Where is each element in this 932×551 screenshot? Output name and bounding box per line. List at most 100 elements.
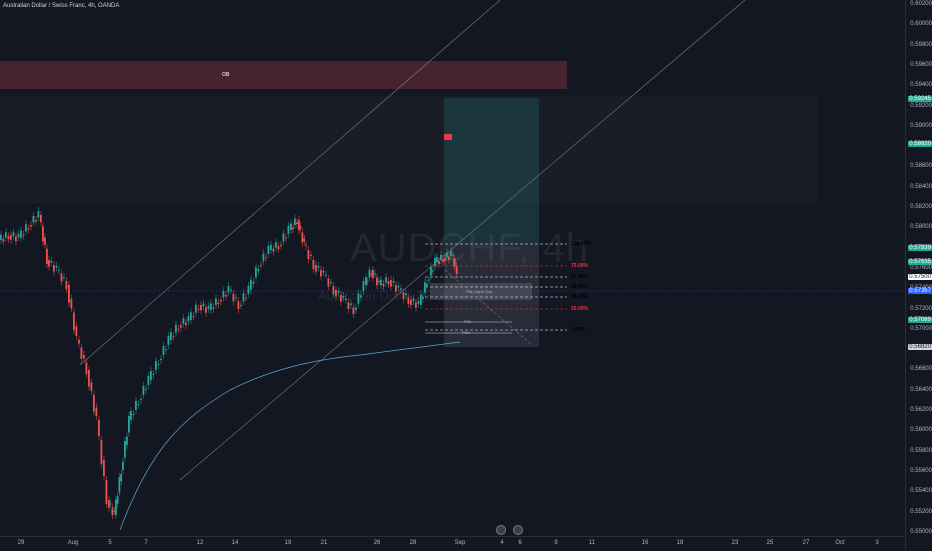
order-block-zone xyxy=(0,61,567,89)
target-zone xyxy=(444,98,539,246)
time-tick: 4 xyxy=(500,540,504,546)
candle xyxy=(352,307,355,314)
candle xyxy=(15,236,17,242)
symbol-watermark-subtitle: Australian Dollar / Swiss Franc xyxy=(318,288,495,303)
price-badge: 0.57500 xyxy=(908,274,932,280)
candle xyxy=(109,503,112,505)
candle xyxy=(400,288,402,290)
candle xyxy=(50,261,53,263)
projection-line xyxy=(444,269,533,346)
candle xyxy=(372,270,374,278)
chart-canvas[interactable] xyxy=(0,0,905,536)
candle xyxy=(430,267,432,276)
candle xyxy=(65,281,68,289)
candle xyxy=(180,325,182,328)
candle xyxy=(63,277,65,279)
price-tick: 0.58000 xyxy=(910,224,932,231)
price-badge: 0.57089 xyxy=(908,317,932,323)
candle xyxy=(360,295,362,298)
price-tick: 0.59200 xyxy=(910,102,932,109)
candle xyxy=(262,253,265,262)
time-tick: 5 xyxy=(108,540,112,546)
time-tick: 7 xyxy=(144,540,148,546)
candle xyxy=(22,234,25,236)
price-tick: 0.58200 xyxy=(910,204,932,210)
time-tick: 12 xyxy=(196,540,204,546)
price-tick: 0.60200 xyxy=(910,1,932,7)
price-tick: 0.56200 xyxy=(910,407,932,413)
time-tick: 19 xyxy=(284,540,292,546)
candle xyxy=(390,280,392,287)
candle xyxy=(105,480,108,504)
candle xyxy=(103,460,105,476)
candle xyxy=(137,404,140,405)
candle xyxy=(175,324,177,333)
fib-label-38: 38.20% xyxy=(571,294,588,300)
candle xyxy=(350,303,352,305)
candle xyxy=(345,298,347,300)
candle xyxy=(265,257,267,259)
candle xyxy=(385,277,387,283)
candle xyxy=(116,496,119,504)
time-scale[interactable]: 29 Aug 5 7 12 14 19 21 26 28 Sep 4 6 9 11 16 18 23 25 27 Oct… xyxy=(0,536,905,551)
chart-title: Australian Dollar / Swiss Franc, 4h, OAN… xyxy=(3,3,120,9)
candle xyxy=(100,440,103,464)
moving-average xyxy=(119,341,461,531)
candle xyxy=(417,301,420,304)
candle xyxy=(17,234,20,238)
fib-label-100: 100.00% xyxy=(571,241,591,247)
economic-event-icon[interactable] xyxy=(496,525,506,535)
candle xyxy=(422,296,424,299)
candle xyxy=(207,306,210,309)
candle xyxy=(342,296,345,298)
candle xyxy=(95,407,98,416)
candle xyxy=(322,271,325,273)
candle xyxy=(200,305,202,311)
candle xyxy=(310,255,312,256)
symbol-watermark: AUDCHF, 4h xyxy=(350,226,589,270)
candle xyxy=(192,316,195,318)
time-tick: 23 xyxy=(731,540,739,546)
price-tick: 0.59800 xyxy=(910,41,932,48)
candle xyxy=(113,511,116,512)
economic-event-icon[interactable] xyxy=(513,525,523,535)
price-tick: 0.55000 xyxy=(910,528,932,535)
price-tick: 0.59600 xyxy=(910,61,932,68)
candle xyxy=(83,355,85,359)
price-scale[interactable]: 0.60200 0.60000 0.59800 0.59600 0.59400 0.592… xyxy=(905,0,932,550)
candle xyxy=(325,274,327,276)
candle xyxy=(115,499,117,515)
candle xyxy=(299,226,302,229)
price-badge: 0.56820 xyxy=(908,344,932,350)
candle xyxy=(70,298,73,309)
candle xyxy=(280,245,282,246)
candle xyxy=(296,222,298,224)
candle xyxy=(327,278,330,287)
candle xyxy=(436,257,438,262)
candle xyxy=(424,282,426,293)
price-tick: 0.56400 xyxy=(910,386,932,393)
candle xyxy=(25,224,27,232)
flag-icon[interactable] xyxy=(444,134,452,140)
candle xyxy=(152,374,155,375)
candle xyxy=(235,297,237,299)
channel-line-lower xyxy=(179,0,746,481)
candle xyxy=(165,349,167,350)
candle xyxy=(242,293,245,302)
price-tick: 0.56600 xyxy=(910,366,932,373)
candle xyxy=(260,265,262,266)
candle xyxy=(247,286,250,294)
candle xyxy=(157,364,160,365)
ob-label: OB xyxy=(222,72,230,78)
candle xyxy=(250,279,252,290)
price-tick: 0.58600 xyxy=(910,163,932,170)
candle xyxy=(227,286,230,293)
candle xyxy=(135,401,137,410)
candle xyxy=(68,285,70,303)
candle xyxy=(215,298,217,305)
candle xyxy=(150,371,152,380)
candle xyxy=(53,265,55,272)
candle xyxy=(90,382,93,391)
candle xyxy=(217,302,220,304)
candle xyxy=(340,295,342,302)
